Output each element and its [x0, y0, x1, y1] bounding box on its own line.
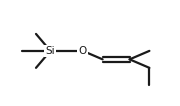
Text: O: O: [79, 46, 87, 56]
Text: Si: Si: [46, 46, 55, 56]
